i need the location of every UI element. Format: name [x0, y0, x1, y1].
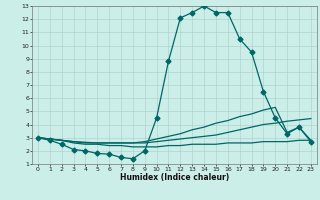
X-axis label: Humidex (Indice chaleur): Humidex (Indice chaleur) — [120, 173, 229, 182]
